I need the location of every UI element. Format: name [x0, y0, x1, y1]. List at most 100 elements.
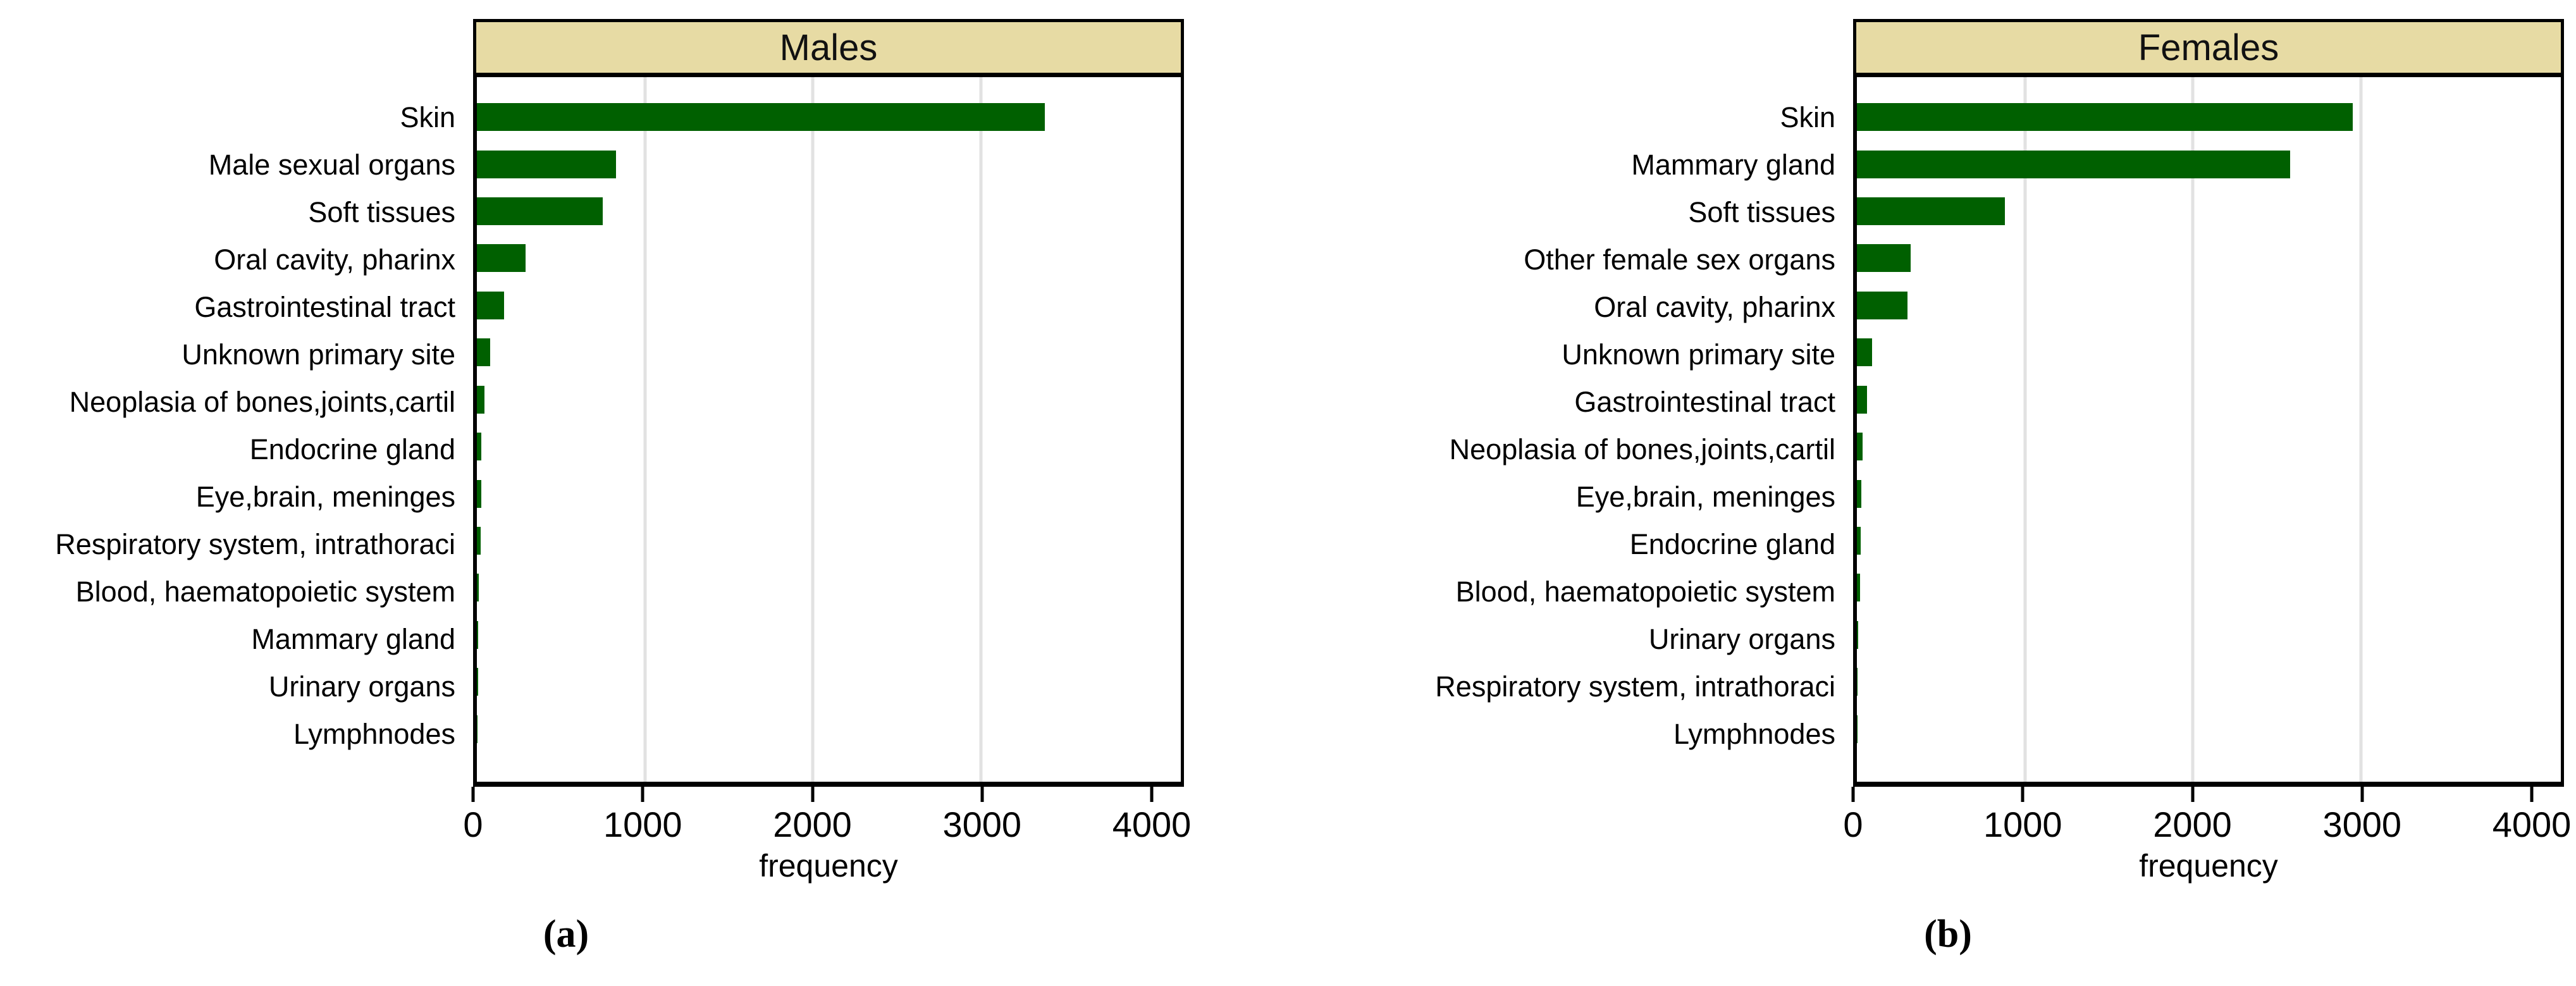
- panel-title: Males: [779, 27, 878, 68]
- tick-label: 0: [1843, 804, 1863, 844]
- category-row: Unknown primary site: [1380, 331, 1844, 378]
- subfigure-caption-a: (a): [543, 913, 589, 956]
- category-label: Endocrine gland: [1629, 528, 1835, 560]
- bar-row: [477, 376, 1181, 423]
- category-label: Neoplasia of bones,joints,cartil: [1449, 433, 1835, 465]
- category-row: Skin: [1380, 94, 1844, 141]
- category-label: Skin: [1780, 101, 1835, 133]
- gridline: [643, 77, 647, 782]
- category-label: Soft tissues: [1688, 196, 1835, 228]
- bar-row: [1857, 329, 2561, 376]
- bar-row: [477, 470, 1181, 517]
- bar: [1857, 338, 1872, 367]
- tick-label: 2000: [2153, 804, 2232, 844]
- bar-row: [477, 282, 1181, 329]
- tick-label: 2000: [773, 804, 852, 844]
- category-row: Respiratory system, intrathoraci: [0, 521, 464, 568]
- bar-row: [477, 235, 1181, 281]
- panel-title: Females: [2138, 27, 2279, 68]
- category-label: Other female sex organs: [1524, 243, 1835, 276]
- category-label: Soft tissues: [308, 196, 455, 228]
- bar-row: [477, 517, 1181, 564]
- category-label: Eye,brain, meninges: [1575, 481, 1835, 513]
- bar: [477, 620, 478, 649]
- category-row: Respiratory system, intrathoraci: [1380, 663, 1844, 710]
- tick-mark: [2191, 787, 2194, 802]
- tick-mark: [1851, 787, 1855, 802]
- gridline: [2023, 77, 2027, 782]
- bar: [477, 479, 482, 508]
- category-row: Blood, haematopoietic system: [1380, 568, 1844, 615]
- tick-label: 1000: [603, 804, 682, 844]
- bar-row: [477, 705, 1181, 752]
- panel-title-strip: Females: [1853, 19, 2564, 77]
- bar: [1857, 150, 2291, 178]
- category-axis-labels: Skin Male sexual organs Soft tissues Oral c…: [0, 77, 464, 787]
- category-label: Gastrointestinal tract: [194, 291, 455, 323]
- category-row: Other female sex organs: [1380, 236, 1844, 283]
- tick-label: 4000: [1112, 804, 1192, 844]
- gridline: [979, 77, 983, 782]
- x-axis-title: frequency: [759, 848, 898, 884]
- bar: [477, 197, 603, 226]
- bar: [1857, 244, 1911, 273]
- category-row: Endocrine gland: [0, 426, 464, 473]
- bar: [1857, 574, 1861, 602]
- males-bar-chart: Skin Male sexual organs Soft tissues Oral c…: [0, 19, 1191, 894]
- bar: [1857, 291, 1907, 319]
- bar-row: [1857, 612, 2561, 658]
- x-axis: frequency 0 1000 2000 3000 4000: [463, 787, 1191, 894]
- bar: [477, 338, 490, 367]
- x-axis-title: frequency: [2139, 848, 2278, 884]
- category-row: Endocrine gland: [1380, 521, 1844, 568]
- tick-label: 4000: [2492, 804, 2572, 844]
- tick-label: 1000: [1983, 804, 2062, 844]
- bar-row: [1857, 705, 2561, 752]
- category-label: Blood, haematopoietic system: [75, 576, 455, 608]
- category-label: Oral cavity, pharinx: [1594, 291, 1835, 323]
- bar: [1857, 668, 1858, 696]
- bars-layer: [1857, 77, 2561, 782]
- bar: [477, 385, 484, 414]
- females-bar-chart: Skin Mammary gland Soft tissues Other femal…: [1380, 19, 2571, 894]
- category-row: Oral cavity, pharinx: [0, 236, 464, 283]
- bar-row: [1857, 94, 2561, 140]
- bar: [1857, 527, 1861, 555]
- tick-mark: [2530, 787, 2534, 802]
- bar: [477, 103, 1045, 132]
- category-row: Urinary organs: [0, 663, 464, 710]
- bar-row: [1857, 140, 2561, 187]
- bar-row: [1857, 517, 2561, 564]
- category-row: Neoplasia of bones,joints,cartil: [1380, 426, 1844, 473]
- category-label: Skin: [400, 101, 455, 133]
- category-row: Lymphnodes: [1380, 710, 1844, 758]
- tick-label: 3000: [2322, 804, 2402, 844]
- category-label: Endocrine gland: [249, 433, 455, 465]
- bar: [1857, 620, 1858, 649]
- category-row: Gastrointestinal tract: [0, 283, 464, 331]
- gridline-layer: [1857, 77, 2561, 782]
- bar: [477, 668, 478, 696]
- bar: [477, 574, 479, 602]
- category-label: Male sexual organs: [208, 149, 455, 181]
- bar-row: [477, 188, 1181, 235]
- bars-layer: [477, 77, 1181, 782]
- category-row: Male sexual organs: [0, 141, 464, 188]
- bar: [1857, 197, 2005, 226]
- category-row: Gastrointestinal tract: [1380, 378, 1844, 426]
- bar-row: [477, 658, 1181, 705]
- category-row: Eye,brain, meninges: [0, 473, 464, 521]
- tick-mark: [471, 787, 475, 802]
- category-label: Unknown primary site: [1562, 338, 1835, 371]
- category-label: Lymphnodes: [293, 718, 455, 750]
- bar: [1857, 433, 1863, 461]
- bar-row: [1857, 658, 2561, 705]
- category-axis-labels: Skin Mammary gland Soft tissues Other femal…: [1380, 77, 1844, 787]
- category-row: Mammary gland: [0, 615, 464, 663]
- category-label: Neoplasia of bones,joints,cartil: [69, 386, 455, 418]
- bar: [1857, 385, 1867, 414]
- bar-row: [477, 140, 1181, 187]
- bar-row: [1857, 564, 2561, 611]
- x-axis: frequency 0 1000 2000 3000 4000: [1843, 787, 2571, 894]
- category-label: Eye,brain, meninges: [195, 481, 455, 513]
